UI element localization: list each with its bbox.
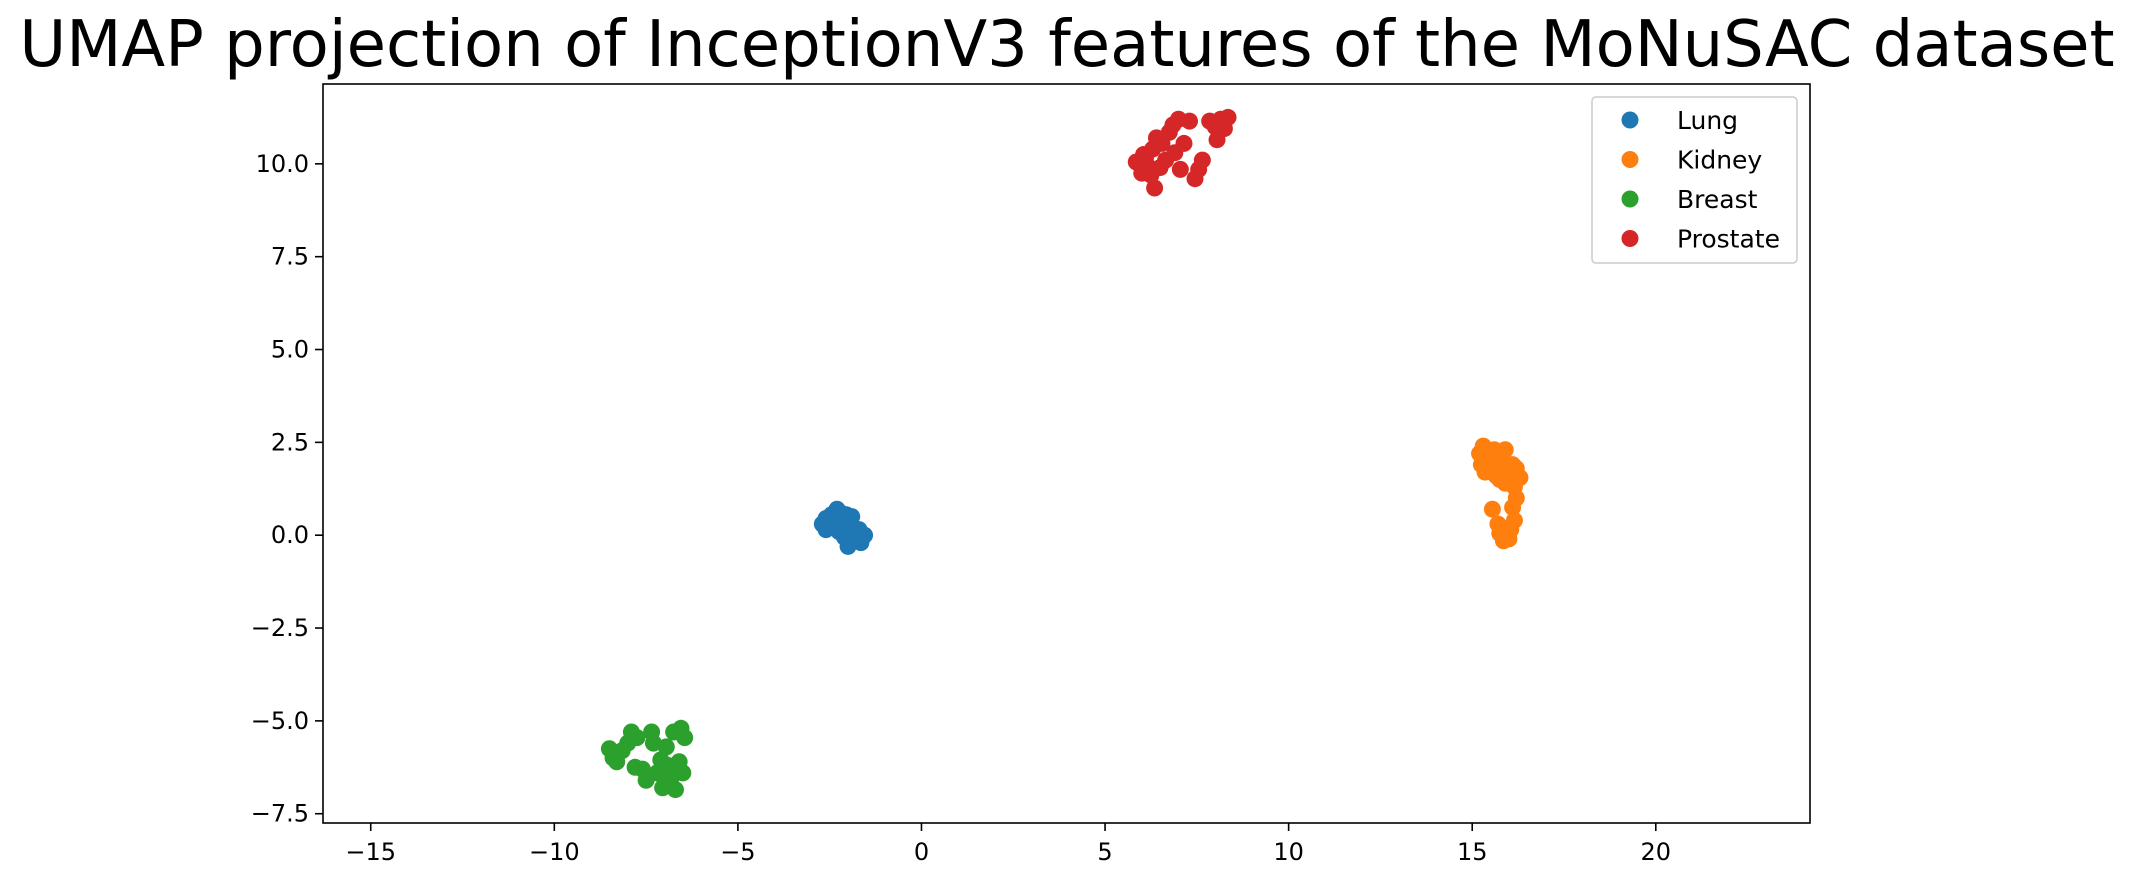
point-prostate bbox=[1146, 179, 1164, 197]
point-breast bbox=[655, 769, 673, 787]
y-tick-label: −7.5 bbox=[251, 800, 309, 828]
y-tick-label: 5.0 bbox=[271, 336, 309, 364]
point-prostate bbox=[1136, 149, 1154, 167]
point-lung bbox=[841, 524, 859, 542]
legend-marker-breast bbox=[1621, 190, 1639, 208]
x-axis-ticks: −15 −10 −5 0 5 10 15 20 bbox=[345, 823, 1671, 866]
legend-marker-lung bbox=[1621, 111, 1639, 129]
x-tick-label: 0 bbox=[914, 838, 929, 866]
point-prostate bbox=[1180, 112, 1198, 130]
point-kidney bbox=[1500, 519, 1518, 537]
points-layer bbox=[600, 108, 1529, 799]
point-lung bbox=[856, 526, 874, 544]
point-prostate bbox=[1193, 151, 1211, 169]
y-tick-label: −5.0 bbox=[251, 707, 309, 735]
point-kidney bbox=[1496, 474, 1514, 492]
point-breast bbox=[657, 738, 675, 756]
x-tick-label: −10 bbox=[529, 838, 580, 866]
x-tick-label: −15 bbox=[345, 838, 396, 866]
x-tick-label: 15 bbox=[1457, 838, 1488, 866]
point-breast bbox=[676, 729, 694, 747]
legend-marker-kidney bbox=[1621, 151, 1639, 168]
legend-label-lung: Lung bbox=[1677, 106, 1738, 135]
point-prostate bbox=[1206, 118, 1224, 136]
point-prostate bbox=[1219, 108, 1237, 126]
point-kidney bbox=[1496, 441, 1514, 459]
point-breast bbox=[644, 734, 662, 752]
point-kidney bbox=[1478, 452, 1496, 470]
plot-frame bbox=[322, 83, 1811, 824]
legend-box bbox=[1591, 96, 1798, 264]
legend-marker-prostate bbox=[1621, 230, 1639, 247]
point-kidney bbox=[1504, 498, 1522, 516]
y-tick-label: −2.5 bbox=[251, 614, 309, 642]
point-breast bbox=[604, 749, 622, 767]
legend: Lung Kidney Breast Prostate bbox=[1591, 96, 1798, 264]
point-lung bbox=[817, 521, 835, 539]
x-tick-label: −5 bbox=[720, 838, 755, 866]
point-prostate bbox=[1171, 160, 1189, 178]
y-tick-label: 2.5 bbox=[271, 428, 309, 456]
point-breast bbox=[674, 764, 692, 782]
y-axis-ticks: −7.5 −5.0 −2.5 0.0 2.5 5.0 7.5 10.0 bbox=[251, 150, 323, 828]
y-tick-label: 7.5 bbox=[271, 243, 309, 271]
legend-label-kidney: Kidney bbox=[1677, 146, 1762, 175]
legend-label-breast: Breast bbox=[1677, 185, 1758, 214]
point-kidney bbox=[1483, 500, 1501, 518]
x-tick-label: 10 bbox=[1273, 838, 1304, 866]
y-tick-label: 10.0 bbox=[256, 150, 309, 178]
y-tick-label: 0.0 bbox=[271, 521, 309, 549]
point-breast bbox=[666, 781, 684, 799]
point-prostate bbox=[1166, 144, 1184, 162]
x-tick-label: 5 bbox=[1097, 838, 1112, 866]
point-breast bbox=[628, 729, 646, 747]
chart-title: UMAP projection of InceptionV3 features … bbox=[19, 8, 2115, 82]
point-lung bbox=[843, 508, 861, 526]
x-tick-label: 20 bbox=[1641, 838, 1672, 866]
legend-label-prostate: Prostate bbox=[1677, 225, 1780, 254]
point-prostate bbox=[1151, 159, 1169, 177]
